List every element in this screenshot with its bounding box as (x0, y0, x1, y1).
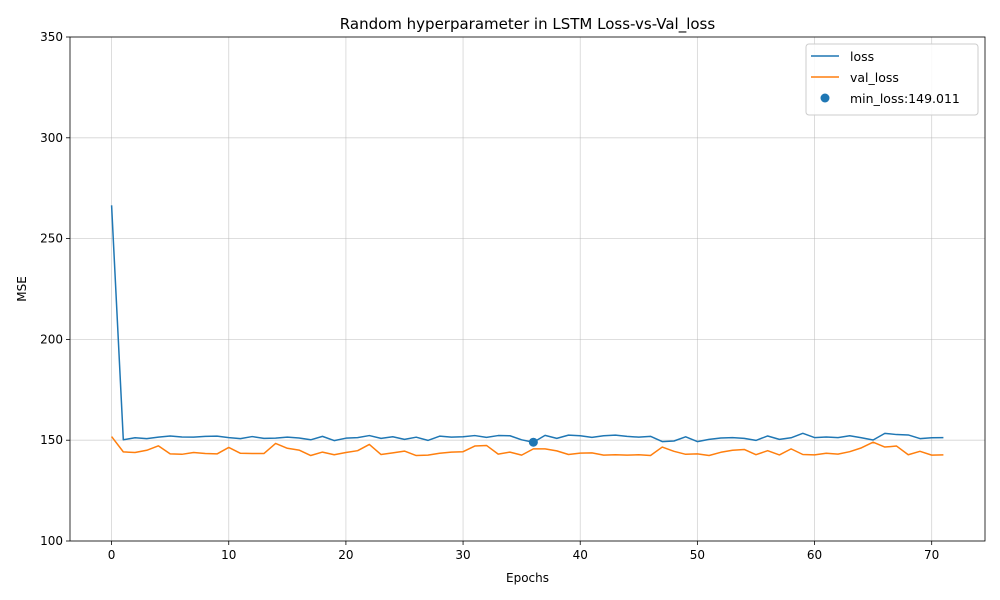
y-tick-label: 300 (40, 131, 63, 145)
x-tick-label: 40 (573, 548, 588, 562)
x-tick-label: 10 (221, 548, 236, 562)
legend-label-loss: loss (850, 49, 874, 64)
series-layer (110, 205, 944, 457)
y-tick-label: 150 (40, 433, 63, 447)
y-axis-title: MSE (15, 276, 29, 302)
x-axis: 0 10 20 30 40 50 60 70 (108, 541, 939, 562)
marker-layer (528, 437, 538, 447)
y-tick-label: 250 (40, 232, 63, 246)
legend-label-min-loss: min_loss:149.011 (850, 91, 960, 106)
y-tick-label: 350 (40, 30, 63, 44)
grid (70, 36, 985, 542)
plot-frame (69, 36, 986, 542)
legend-label-val-loss: val_loss (850, 70, 899, 85)
y-tick-label: 200 (40, 332, 63, 346)
series-line-val-loss (110, 436, 944, 457)
series-line-loss (110, 205, 944, 443)
x-axis-title: Epochs (506, 571, 549, 585)
legend-box (805, 43, 979, 116)
x-tick-label: 0 (108, 548, 116, 562)
x-tick-label: 60 (807, 548, 822, 562)
legend-swatch-min-loss (820, 93, 830, 103)
x-tick-label: 70 (924, 548, 939, 562)
x-tick-label: 50 (690, 548, 705, 562)
chart-title: Random hyperparameter in LSTM Loss-vs-Va… (340, 15, 716, 34)
y-axis: 100 150 200 250 300 350 (40, 30, 70, 548)
y-tick-label: 100 (40, 534, 63, 548)
min-loss-marker (528, 437, 538, 447)
plot-area (70, 37, 985, 541)
legend: loss val_loss min_loss:149.011 (805, 43, 979, 116)
x-tick-label: 20 (338, 548, 353, 562)
x-tick-label: 30 (455, 548, 470, 562)
